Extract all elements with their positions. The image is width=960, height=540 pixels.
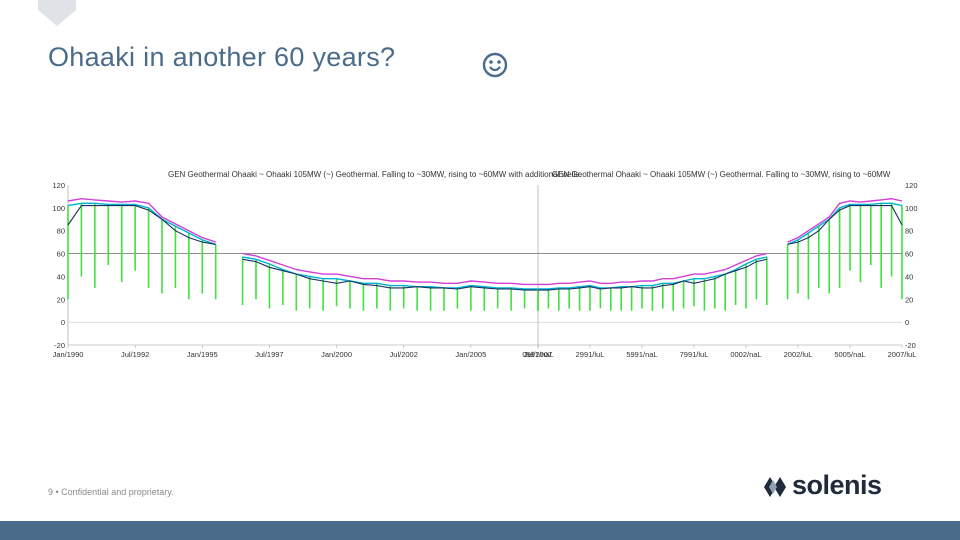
series-mean-line <box>787 202 903 246</box>
x-tick-label: 2991/luL <box>576 350 605 359</box>
slide-title: Ohaaki in another 60 years? <box>48 42 396 72</box>
series-mean-line <box>242 256 538 290</box>
series-max-line <box>67 197 216 243</box>
y-tick-label: -20 <box>905 341 916 350</box>
x-tick-label: Jan/2000 <box>321 350 352 359</box>
x-tick-label: Jul/1992 <box>121 350 149 359</box>
x-tick-label: 0002/naL <box>730 350 761 359</box>
y-tick-label: 60 <box>57 250 65 259</box>
x-tick-label: 5991/naL <box>626 350 657 359</box>
y-tick-label: 20 <box>57 295 65 304</box>
x-tick-label: Jul/2002 <box>390 350 418 359</box>
chart-title-mirrored: GEN Geothermal Ohaaki ~ Ohaaki 105MW (~)… <box>552 170 891 179</box>
x-tick-label: 2002/luL <box>784 350 813 359</box>
x-tick-label: Jan/1995 <box>187 350 218 359</box>
geothermal-output-chart: GEN Geothermal Ohaaki ~ Ohaaki 105MW (~)… <box>52 170 918 359</box>
y-tick-label: 0 <box>61 318 65 327</box>
x-tick-label: 7991/luL <box>680 350 709 359</box>
footer-confidential: 9 • Confidential and proprietary. <box>48 487 174 497</box>
x-tick-label: Jul/2007 <box>524 350 552 359</box>
y-tick-label: 40 <box>905 272 913 281</box>
solenis-wordmark: solenis <box>792 470 882 500</box>
solenis-logo-icon <box>764 477 786 497</box>
y-tick-label: 120 <box>52 181 65 190</box>
series-mean-line <box>67 202 216 246</box>
y-tick-label: 60 <box>905 250 913 259</box>
y-tick-label: 80 <box>905 227 913 236</box>
solenis-logo: solenis <box>762 470 922 502</box>
series-monthly-average-line <box>538 258 767 291</box>
chart-title: GEN Geothermal Ohaaki ~ Ohaaki 105MW (~)… <box>168 170 582 179</box>
x-tick-label: Jul/1997 <box>255 350 283 359</box>
x-tick-label: Jan/1990 <box>53 350 84 359</box>
y-tick-label: 40 <box>57 272 65 281</box>
series-max-line <box>538 252 767 286</box>
y-tick-label: 120 <box>905 181 918 190</box>
series-monthly-average-line <box>787 205 903 245</box>
bottom-bar <box>0 521 960 540</box>
y-tick-label: 20 <box>905 295 913 304</box>
x-tick-label: 0991/naL <box>522 350 553 359</box>
series-monthly-average-line <box>242 258 538 291</box>
y-tick-label: 80 <box>57 227 65 236</box>
series-max-line <box>787 197 903 243</box>
series-mean-line <box>538 256 767 290</box>
x-tick-label: 2007/luL <box>888 350 917 359</box>
x-tick-label: Jan/2005 <box>455 350 486 359</box>
y-tick-label: 100 <box>52 204 65 213</box>
x-tick-label: 5005/naL <box>834 350 865 359</box>
y-tick-label: 0 <box>905 318 909 327</box>
y-tick-label: 100 <box>905 204 918 213</box>
y-tick-label: -20 <box>54 341 65 350</box>
smiley-face-icon <box>482 52 508 78</box>
series-monthly-average-line <box>67 205 216 245</box>
corner-mark-icon <box>38 0 76 26</box>
series-max-line <box>242 252 538 286</box>
